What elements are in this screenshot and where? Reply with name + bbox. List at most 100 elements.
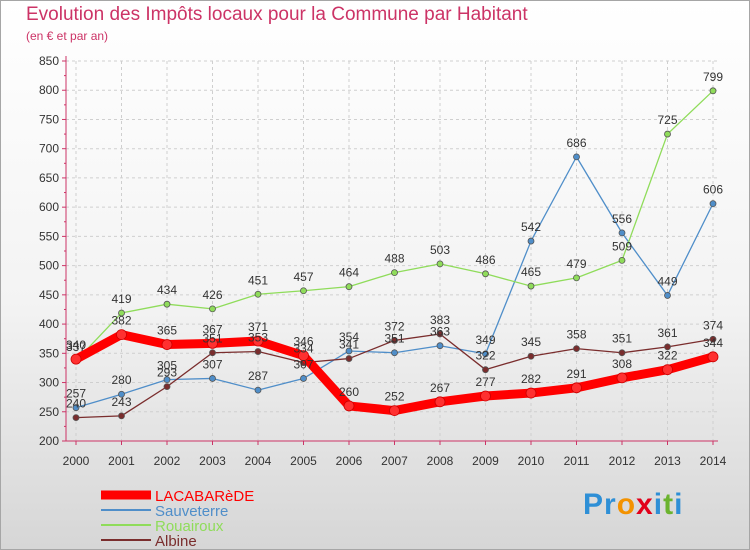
data-point-albine <box>664 343 671 351</box>
x-tick-label: 2001 <box>108 454 135 468</box>
data-label-rouairoux: 451 <box>248 273 268 287</box>
data-point-sauveterre <box>664 292 671 299</box>
data-point-lacabarède <box>343 400 355 412</box>
logo-letter: o <box>616 488 637 521</box>
data-point-rouairoux <box>254 290 262 298</box>
data-point-lacabarède <box>480 390 491 402</box>
y-tick-label: 650 <box>39 171 59 185</box>
data-point-albine <box>118 412 125 420</box>
data-labels: 340 382 365 367 371 346 260 252 267 277 282 291 308 3… <box>66 70 723 411</box>
data-label-lacabarède: 365 <box>157 324 177 338</box>
legend-label-albine: Albine <box>155 533 197 549</box>
data-label-rouairoux: 509 <box>612 239 632 253</box>
data-point-sauveterre <box>254 386 262 394</box>
data-label-sauveterre: 287 <box>248 369 268 383</box>
data-point-rouairoux <box>391 269 398 277</box>
data-label-rouairoux: 488 <box>384 252 404 266</box>
data-label-albine: 240 <box>66 397 86 411</box>
data-label-sauveterre: 363 <box>430 325 450 339</box>
x-tick-label: 2003 <box>199 454 226 468</box>
x-tick-label: 2011 <box>564 454 590 468</box>
data-point-lacabarède <box>707 351 719 363</box>
data-label-sauveterre: 351 <box>384 332 404 346</box>
data-point-sauveterre <box>436 342 444 350</box>
data-label-lacabarède: 267 <box>430 381 450 395</box>
x-tick-label: 2010 <box>518 454 545 468</box>
data-point-lacabarède <box>525 387 537 399</box>
data-point-lacabarède <box>298 350 309 362</box>
data-label-rouairoux: 419 <box>111 292 131 306</box>
data-label-sauveterre: 686 <box>566 136 586 150</box>
data-label-sauveterre: 307 <box>293 357 313 371</box>
data-label-rouairoux: 486 <box>475 253 495 267</box>
y-tick-label: 250 <box>39 405 59 419</box>
logo-letter: x <box>636 488 654 521</box>
y-tick-label: 600 <box>39 200 59 214</box>
data-point-rouairoux <box>664 130 671 138</box>
x-tick-label: 2006 <box>336 454 363 468</box>
data-point-albine <box>391 337 398 344</box>
y-tick-label: 450 <box>39 288 59 302</box>
data-point-albine <box>527 352 535 360</box>
chart-subtitle: (en € et par an) <box>26 29 109 43</box>
data-label-sauveterre: 556 <box>612 212 632 226</box>
data-label-rouairoux: 426 <box>202 288 222 302</box>
data-point-albine <box>254 348 262 355</box>
x-tick-label: 2013 <box>654 454 681 468</box>
data-point-rouairoux <box>618 256 626 264</box>
data-label-rouairoux: 725 <box>657 113 677 127</box>
data-label-albine: 372 <box>384 319 404 333</box>
data-point-albine <box>573 345 580 353</box>
data-point-sauveterre <box>72 404 80 412</box>
data-point-lacabarède <box>571 382 582 394</box>
data-point-sauveterre <box>209 375 216 382</box>
y-tick-label: 500 <box>39 259 59 273</box>
data-label-lacabarède: 277 <box>475 375 495 389</box>
data-label-lacabarède: 340 <box>66 338 86 352</box>
data-point-lacabarède <box>70 353 82 365</box>
data-label-lacabarède: 367 <box>202 322 222 336</box>
data-label-sauveterre: 305 <box>157 359 177 373</box>
data-label-rouairoux: 337 <box>66 340 86 354</box>
data-point-rouairoux <box>709 87 717 95</box>
data-point-rouairoux <box>436 260 444 268</box>
series-lines <box>70 87 719 422</box>
data-label-sauveterre: 542 <box>521 220 541 234</box>
data-point-sauveterre <box>300 375 307 382</box>
data-point-albine <box>618 349 626 357</box>
data-label-sauveterre: 606 <box>703 183 723 197</box>
data-label-albine: 345 <box>521 335 541 349</box>
data-point-albine <box>163 383 171 391</box>
data-point-sauveterre <box>163 376 171 384</box>
data-label-sauveterre: 349 <box>475 333 495 347</box>
data-point-rouairoux <box>573 274 580 282</box>
data-point-sauveterre <box>345 347 353 355</box>
data-label-lacabarède: 260 <box>339 385 359 399</box>
x-tick-label: 2007 <box>381 454 408 468</box>
data-label-albine: 358 <box>566 328 586 342</box>
data-label-rouairoux: 503 <box>430 243 450 257</box>
data-point-albine <box>436 330 444 338</box>
data-label-albine: 383 <box>430 313 450 327</box>
logo-letter: i <box>674 488 684 521</box>
data-point-lacabarède <box>161 339 173 350</box>
data-point-lacabarède <box>116 329 127 341</box>
data-label-albine: 353 <box>248 331 268 345</box>
data-label-albine: 361 <box>657 326 677 340</box>
data-label-rouairoux: 457 <box>293 270 313 284</box>
data-point-sauveterre <box>482 350 489 358</box>
x-tick-label: 2009 <box>472 454 499 468</box>
logo-letter: i <box>653 488 664 521</box>
data-label-sauveterre: 307 <box>202 357 222 371</box>
data-point-sauveterre <box>709 200 717 208</box>
y-tick-label: 800 <box>39 83 59 97</box>
data-label-lacabarède: 282 <box>521 372 541 386</box>
chart-title: Evolution des Impôts locaux pour la Comm… <box>26 4 528 25</box>
data-label-rouairoux: 434 <box>157 283 177 297</box>
data-label-lacabarède: 308 <box>612 357 632 371</box>
x-tick-label: 2008 <box>427 454 454 468</box>
data-point-albine <box>482 366 489 374</box>
legend-label-lacabarède: LACABARèDE <box>155 488 254 505</box>
data-point-lacabarède <box>207 337 218 349</box>
x-tick-label: 2002 <box>154 454 181 468</box>
